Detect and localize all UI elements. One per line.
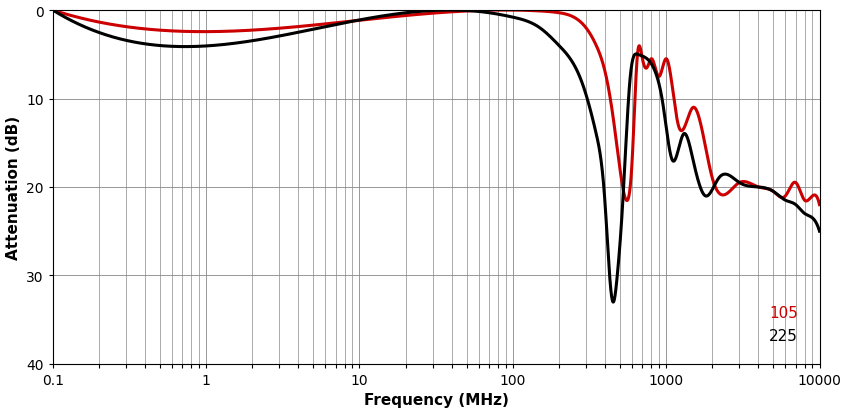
- 105: [325, 22, 335, 27]
- 225: [815, 229, 825, 234]
- 225: [47, 9, 58, 14]
- 225: [608, 300, 618, 305]
- 225: [86, 28, 97, 33]
- Line: 105: 105: [53, 11, 820, 205]
- 225: [534, 26, 545, 31]
- 225: [325, 24, 335, 29]
- 105: [501, 9, 512, 14]
- 105: [47, 9, 58, 14]
- 225: [657, 98, 667, 103]
- Legend: 105, 225: 105, 225: [763, 299, 804, 349]
- 225: [501, 14, 512, 19]
- 105: [815, 203, 825, 208]
- 105: [616, 176, 626, 180]
- Y-axis label: Attenuation (dB): Attenuation (dB): [6, 116, 20, 259]
- Line: 225: 225: [53, 11, 820, 302]
- 105: [657, 68, 667, 73]
- 105: [86, 19, 97, 24]
- 225: [617, 223, 627, 228]
- 105: [534, 9, 545, 14]
- X-axis label: Frequency (MHz): Frequency (MHz): [363, 392, 508, 408]
